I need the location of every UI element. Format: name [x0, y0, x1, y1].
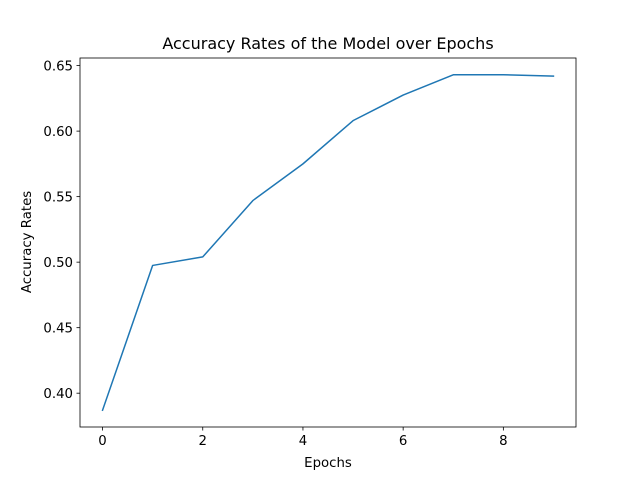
y-tick-label: 0.60	[43, 125, 73, 140]
y-tick-label: 0.45	[43, 322, 73, 337]
y-tick-label: 0.40	[43, 387, 73, 402]
x-tick-label: 0	[98, 434, 106, 449]
x-tick-label: 8	[499, 434, 507, 449]
x-axis-label: Epochs	[304, 456, 352, 471]
y-tick-label: 0.65	[43, 60, 73, 75]
series-line-0	[101, 74, 555, 412]
y-tick-label: 0.50	[43, 256, 73, 271]
x-tick-label: 4	[299, 434, 307, 449]
axes-frame	[79, 57, 577, 428]
axes: 0 2 4 6 8 0.40 0.45 0.50 0.55 0.60 0.65	[43, 57, 577, 449]
plot-area	[101, 74, 555, 412]
chart-title: Accuracy Rates of the Model over Epochs	[162, 34, 493, 53]
x-tick-label: 6	[399, 434, 407, 449]
x-tick-label: 2	[199, 434, 207, 449]
y-axis-label: Accuracy Rates	[20, 191, 35, 293]
y-tick-label: 0.55	[43, 191, 73, 206]
